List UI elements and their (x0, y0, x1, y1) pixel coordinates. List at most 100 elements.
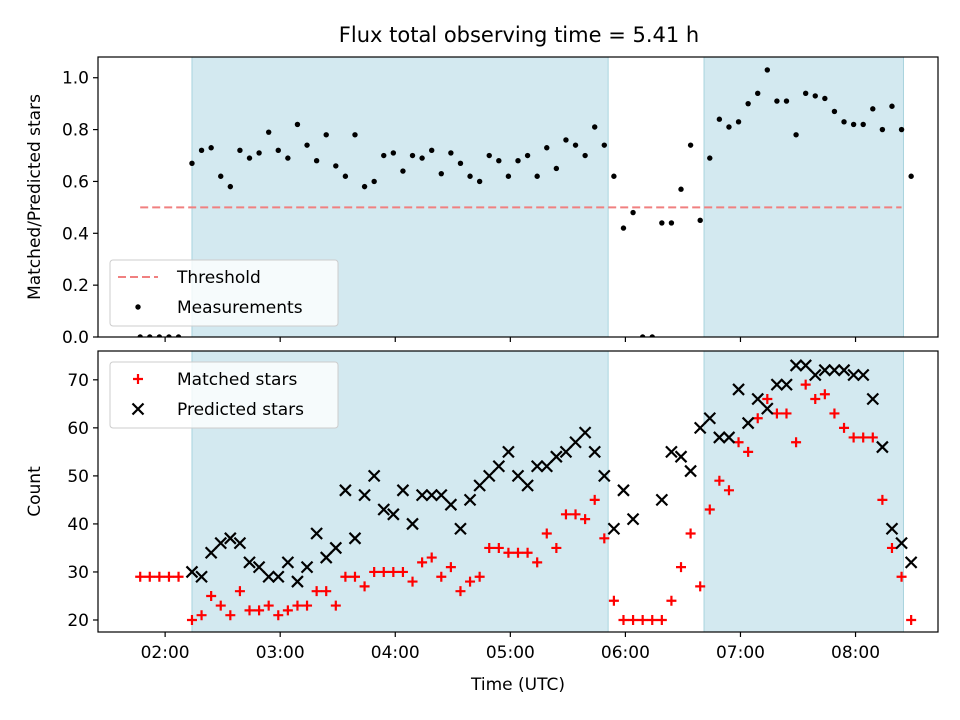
predicted-star-point (751, 392, 765, 406)
matched-star-point (388, 566, 399, 577)
measurement-point (304, 142, 310, 148)
matched-star-point (513, 547, 523, 558)
measurement-point (630, 209, 636, 216)
measurement-point (256, 150, 262, 156)
predicted-star-point (722, 431, 736, 444)
measurement-point (678, 186, 684, 192)
matched-star-point (704, 504, 715, 515)
predicted-star-point (224, 532, 237, 545)
measurement-point (147, 334, 153, 337)
predicted-star-point (463, 493, 477, 507)
measurement-point (476, 178, 483, 185)
predicted-star-point (665, 445, 678, 459)
measurement-point (793, 132, 799, 138)
matched-star-point (282, 605, 293, 616)
matched-star-point (263, 600, 274, 611)
matched-star-point (829, 408, 840, 419)
predicted-star-point (588, 445, 601, 459)
measurement-point (812, 93, 818, 99)
legend-label: Measurements (177, 298, 303, 318)
legend-label: Predicted stars (177, 400, 304, 420)
matched-star-point (743, 446, 754, 457)
measurement-point (774, 98, 780, 104)
measurement-point (381, 152, 387, 159)
matched-star-point (292, 600, 303, 611)
predicted-star-point (291, 575, 304, 588)
y-tick-label: 30 (67, 563, 89, 583)
matched-star-point (676, 562, 687, 573)
matched-star-point (656, 614, 667, 625)
matched-star-point (858, 432, 869, 443)
matched-star-point (215, 600, 226, 611)
y-tick-label: 0.4 (62, 224, 89, 244)
matched-star-point (254, 605, 265, 616)
predicted-star-point (492, 460, 506, 473)
y-tick-label: 0.8 (62, 121, 89, 141)
predicted-star-point (617, 484, 630, 497)
measurement-point (735, 119, 742, 125)
measurement-point (563, 137, 569, 143)
measurement-point (841, 119, 847, 125)
matched-star-point (407, 576, 418, 587)
matched-star-point (173, 571, 184, 582)
measurement-point (448, 150, 454, 156)
measurement-point (390, 150, 397, 156)
matched-star-point (273, 610, 284, 621)
matched-star-point (877, 494, 888, 505)
axes-frame (97, 350, 939, 633)
measurement-point (166, 334, 172, 337)
predicted-star-point (367, 469, 381, 483)
measurement-point (227, 183, 234, 190)
matched-star-point (436, 571, 447, 582)
matched-star-point (378, 566, 389, 577)
predicted-star-point (252, 560, 266, 574)
predicted-star-point (559, 445, 573, 459)
predicted-star-point (329, 541, 343, 555)
measurement-point (218, 173, 224, 179)
x-tick-label: 04:00 (371, 643, 420, 663)
predicted-star-point (540, 460, 554, 473)
matched-star-point (570, 509, 581, 520)
predicted-star-point (789, 359, 803, 372)
predicted-star-point (530, 460, 544, 473)
matched-star-point (589, 494, 600, 505)
x-axis-label: Time (UTC) (470, 675, 565, 695)
matched-star-point (608, 595, 619, 606)
matched-star-point (618, 614, 629, 625)
predicted-star-point (655, 493, 669, 507)
measurement-point (592, 124, 598, 130)
measurement-point (246, 155, 253, 161)
predicted-star-point (770, 378, 784, 391)
measurement-point (687, 142, 694, 148)
matched-star-point (397, 566, 408, 577)
measurement-point (352, 132, 358, 138)
measurement-point (323, 132, 329, 138)
matched-star-point (135, 571, 146, 582)
measurement-point (831, 108, 838, 115)
matched-star-point (848, 432, 859, 443)
matched-star-point (330, 600, 341, 611)
matched-star-point (154, 571, 165, 582)
measurement-point (438, 170, 444, 177)
y-tick-label: 0.6 (62, 172, 89, 192)
markers-group (137, 67, 914, 337)
measurement-point (889, 103, 895, 109)
measurement-point (611, 173, 617, 179)
measurement-point (649, 334, 655, 337)
predicted-star-point (502, 445, 515, 459)
predicted-star-point (866, 392, 880, 406)
x-tick-label: 06:00 (601, 643, 650, 663)
matched-star-point (465, 576, 476, 587)
predicted-star-point (684, 464, 697, 478)
predicted-star-point (396, 484, 410, 497)
measurement-point (467, 173, 473, 179)
legend-measurement-swatch (135, 304, 141, 310)
predicted-star-point (425, 488, 438, 502)
matched-star-point (781, 408, 792, 419)
predicted-star-point (185, 565, 199, 579)
matched-star-point (163, 571, 174, 582)
measurement-point (639, 334, 646, 337)
matched-star-point (311, 586, 322, 597)
matched-star-point (896, 571, 907, 582)
